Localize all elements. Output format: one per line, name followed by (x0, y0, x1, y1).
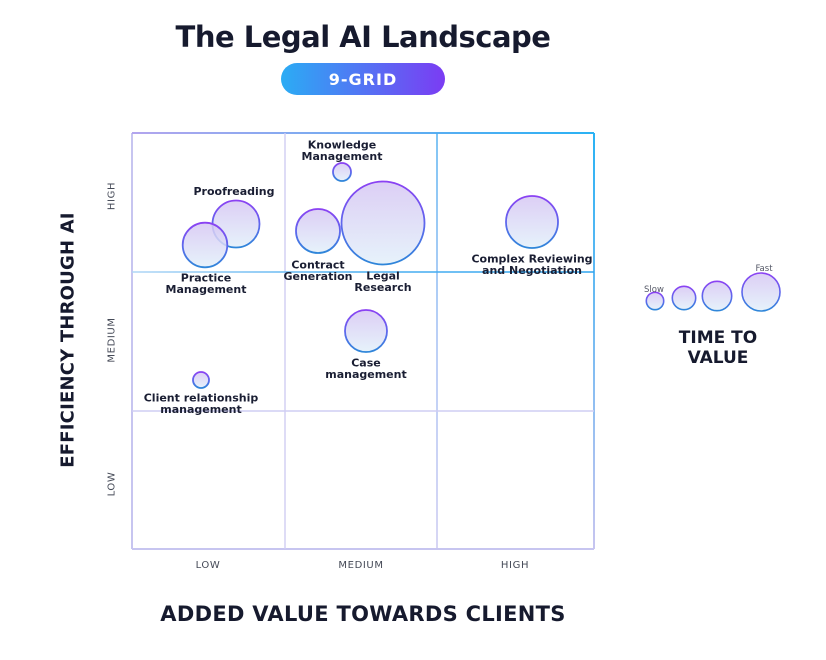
bubble-case-management (344, 309, 388, 353)
page-title: The Legal AI Landscape (175, 20, 551, 54)
bubble-label-complex-reviewing-and-negotiation: Complex Reviewing and Negotiation (471, 252, 592, 277)
legend-label-fast: Fast (755, 264, 773, 274)
legend-bubble-1 (645, 291, 665, 311)
bubble-practice-management (181, 221, 229, 269)
x-axis-title: ADDED VALUE TOWARDS CLIENTS (160, 602, 566, 626)
bubble-label-proofreading: Proofreading (193, 185, 274, 198)
legend-bubble-4 (741, 272, 781, 312)
bubble-label-client-relationship-management: Client relationship management (144, 391, 259, 416)
grid-badge-label: 9-GRID (328, 69, 398, 89)
bubble-legal-research (340, 180, 426, 266)
bubble-label-practice-management: Practice Management (166, 271, 247, 296)
bubble-label-knowledge-management: Knowledge Management (302, 138, 383, 163)
bubble-client-relationship-management (192, 371, 210, 389)
bubble-label-legal-research: Legal Research (354, 269, 411, 294)
legend-bubble-3 (701, 280, 733, 312)
time-to-value-legend: Slow Fast (644, 264, 781, 312)
grid (131, 132, 595, 550)
legend-bubble-2 (671, 285, 697, 311)
bubble-complex-reviewing-and-negotiation (505, 195, 559, 249)
legend-label-slow: Slow (644, 285, 664, 295)
bubble-knowledge-management (332, 162, 352, 182)
bubble-contract-generation (295, 208, 341, 254)
bubble-label-case-management: Case management (325, 356, 407, 381)
bubbles: Proofreading Practice Management Knowledge M… (144, 138, 593, 416)
x-tick-medium: MEDIUM (338, 560, 384, 571)
legend-title: TIME TO VALUE (678, 328, 758, 368)
x-tick-high: HIGH (500, 560, 530, 571)
grid-badge: 9-GRID (281, 63, 445, 95)
x-tick-low: LOW (195, 560, 221, 571)
bubble-label-contract-generation: Contract Generation (283, 258, 352, 283)
